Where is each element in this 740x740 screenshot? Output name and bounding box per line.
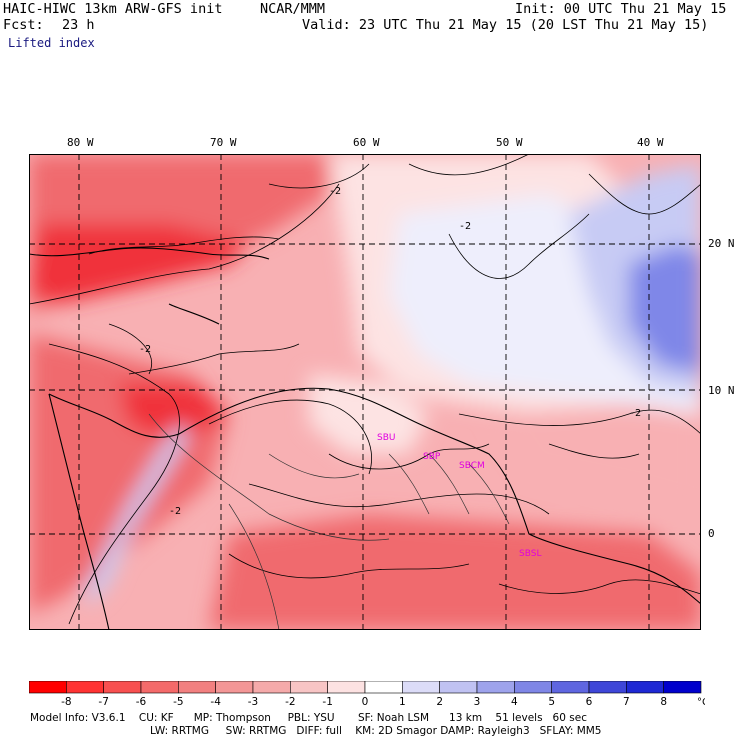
forecast-label: Fcst: <box>3 17 44 33</box>
legend-color-box <box>476 681 515 694</box>
legend-tick-label: -8 <box>61 696 71 708</box>
coastline <box>29 247 701 630</box>
lon-label-40w: 40 W <box>637 136 664 149</box>
legend-tick-label: 1 <box>399 696 406 708</box>
legend-color-box <box>29 681 67 694</box>
legend-tick-label: -6 <box>136 696 147 708</box>
contour-label: -2 <box>329 186 341 197</box>
legend-color-box <box>140 681 179 694</box>
station-label-sbp: SBP <box>423 452 441 462</box>
contour-label: -2 <box>169 506 181 517</box>
legend-color-box <box>290 681 328 694</box>
legend-color-box <box>327 681 366 694</box>
legend-tick-label: 4 <box>511 696 518 708</box>
lat-label-10n: 10 N <box>708 384 735 397</box>
legend-tick-label: 3 <box>474 696 481 708</box>
legend-tick-label: -1 <box>322 696 332 708</box>
legend-tick-label: 7 <box>623 696 630 708</box>
station-label-sbcm: SBCM <box>459 461 485 471</box>
legend-color-box <box>626 681 664 694</box>
valid-time: Valid: 23 UTC Thu 21 May 15 (20 LST Thu … <box>302 17 709 33</box>
legend-tick-label: -5 <box>173 696 183 708</box>
legend-tick-label: -2 <box>285 696 295 708</box>
model-info-line-1: Model Info: V3.6.1 CU: KF MP: Thompson P… <box>30 712 587 724</box>
lifted-index-map: -2 -2 -2 -2 -2 SBU SBP SBCM SBSL <box>29 154 701 630</box>
lon-label-60w: 60 W <box>353 136 380 149</box>
contour-lines <box>29 154 701 625</box>
legend-color-box <box>66 681 104 694</box>
model-info-line-2: LW: RRTMG SW: RRTMG DIFF: full KM: 2D Sm… <box>150 725 602 737</box>
legend-color-box <box>551 681 590 694</box>
model-title: HAIC-HIWC 13km ARW-GFS init <box>3 1 223 17</box>
station-label-sbsl: SBSL <box>519 549 541 559</box>
lat-label-20n: 20 N <box>708 237 735 250</box>
legend-color-box <box>178 681 216 694</box>
contour-label: -2 <box>629 408 641 419</box>
legend-tick-label: 0 <box>362 696 369 708</box>
legend-color-box <box>439 681 478 694</box>
legend-tick-label: 5 <box>548 696 555 708</box>
color-legend: -8 -7 -6 -5 -4 -3 -2 -1 0 1 2 3 4 5 6 7 8 °C <box>29 681 705 708</box>
legend-tick-label: -3 <box>248 696 258 708</box>
lat-lon-grid <box>29 154 701 630</box>
map-frame <box>29 154 701 630</box>
legend-tick-label: 6 <box>586 696 593 708</box>
legend-color-box <box>215 681 254 694</box>
legend-unit: °C <box>697 697 705 708</box>
station-label-sbu: SBU <box>377 433 395 443</box>
legend-tick-labels: -8 -7 -6 -5 -4 -3 -2 -1 0 1 2 3 4 5 6 7 8 <box>61 696 667 708</box>
legend-color-box <box>252 681 291 694</box>
legend-tick-label: 2 <box>436 696 443 708</box>
legend-color-box <box>364 681 403 694</box>
contour-label: -2 <box>459 221 471 232</box>
legend-tick-label: -4 <box>210 696 221 708</box>
contour-label: -2 <box>139 344 151 355</box>
legend-tick-label: 8 <box>660 696 667 708</box>
legend-color-box <box>103 681 142 694</box>
legend-color-box <box>402 681 440 694</box>
lon-label-70w: 70 W <box>210 136 237 149</box>
forecast-hour: 23 h <box>62 17 95 33</box>
org-label: NCAR/MMM <box>260 1 326 17</box>
legend-color-box <box>514 681 552 694</box>
init-time: Init: 00 UTC Thu 21 May 15 <box>515 1 727 17</box>
country-borders <box>148 413 510 630</box>
legend-color-boxes <box>29 681 702 694</box>
legend-tick-label: -7 <box>98 696 108 708</box>
legend-color-box <box>588 681 627 694</box>
field-name: Lifted index <box>8 36 95 50</box>
lat-label-equator: 0 <box>708 527 715 540</box>
lon-label-50w: 50 W <box>496 136 523 149</box>
lon-label-80w: 80 W <box>67 136 94 149</box>
legend-color-box <box>663 681 702 694</box>
